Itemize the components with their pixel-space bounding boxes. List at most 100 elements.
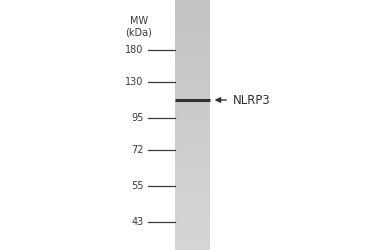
Bar [175, 70, 210, 71]
Bar [175, 99, 210, 100]
Bar [175, 147, 210, 148]
Bar [175, 243, 210, 244]
Bar [175, 10, 210, 11]
Bar [175, 25, 210, 26]
Bar [175, 130, 210, 131]
Bar [175, 238, 210, 240]
Bar [175, 1, 210, 2]
Bar [175, 192, 210, 194]
Text: MW
(kDa): MW (kDa) [125, 16, 152, 38]
Bar [175, 121, 210, 122]
Bar [175, 18, 210, 19]
Bar [175, 107, 210, 108]
Bar [175, 219, 210, 220]
Bar [175, 132, 210, 134]
Bar [175, 143, 210, 144]
Bar [175, 97, 210, 98]
Bar [175, 137, 210, 138]
Bar [175, 42, 210, 43]
Bar [175, 89, 210, 90]
Bar [175, 225, 210, 226]
Bar [175, 179, 210, 180]
Bar [175, 229, 210, 230]
Bar [175, 101, 210, 102]
Bar [175, 199, 210, 200]
Bar [175, 72, 210, 73]
Bar [175, 32, 210, 33]
Bar [175, 96, 210, 98]
Bar [175, 74, 210, 76]
Bar [175, 135, 210, 136]
Bar [175, 140, 210, 141]
Bar [175, 109, 210, 110]
Bar [175, 79, 210, 80]
Bar [175, 53, 210, 54]
Bar [175, 40, 210, 41]
Bar [175, 192, 210, 193]
Bar [175, 205, 210, 206]
Bar [175, 213, 210, 214]
Bar [175, 118, 210, 120]
Bar [175, 111, 210, 112]
Bar [175, 238, 210, 239]
Bar [175, 29, 210, 30]
Bar [175, 139, 210, 140]
Bar [175, 224, 210, 226]
Bar [175, 0, 210, 1]
Bar [175, 38, 210, 39]
Bar [175, 52, 210, 53]
Bar [175, 207, 210, 208]
Bar [175, 110, 210, 112]
Bar [175, 188, 210, 189]
Bar [175, 114, 210, 115]
Bar [175, 124, 210, 126]
Bar [175, 220, 210, 221]
Bar [175, 4, 210, 5]
Bar [175, 120, 210, 121]
Bar [175, 195, 210, 196]
Bar [175, 92, 210, 93]
Bar [175, 180, 210, 182]
Bar [175, 78, 210, 79]
Bar [175, 36, 210, 38]
Bar [175, 124, 210, 125]
Bar [175, 64, 210, 65]
Bar [175, 165, 210, 166]
Bar [175, 210, 210, 212]
Bar [175, 117, 210, 118]
Bar [175, 240, 210, 242]
Bar [175, 112, 210, 113]
Bar [175, 13, 210, 15]
Bar [175, 237, 210, 238]
Bar [175, 232, 210, 234]
Bar [175, 203, 210, 204]
Bar [175, 8, 210, 9]
Bar [175, 80, 210, 81]
Bar [175, 82, 210, 83]
Bar [175, 132, 210, 133]
Bar [175, 152, 210, 153]
Bar [175, 64, 210, 66]
Bar [175, 14, 210, 15]
Bar [175, 168, 210, 169]
Bar [175, 197, 210, 198]
Bar [175, 4, 210, 6]
Bar [175, 155, 210, 156]
Bar [175, 94, 210, 95]
Bar [175, 200, 210, 202]
Bar [175, 50, 210, 51]
Bar [175, 187, 210, 188]
Bar [175, 93, 210, 94]
Bar [175, 54, 210, 55]
Bar [175, 218, 210, 219]
Bar [175, 148, 210, 149]
Bar [175, 148, 210, 150]
Bar [175, 236, 210, 237]
Bar [175, 118, 210, 119]
Bar [175, 157, 210, 158]
Bar [175, 198, 210, 199]
Bar [175, 144, 210, 145]
Bar [175, 44, 210, 45]
Bar [175, 105, 210, 106]
Bar [175, 177, 210, 178]
